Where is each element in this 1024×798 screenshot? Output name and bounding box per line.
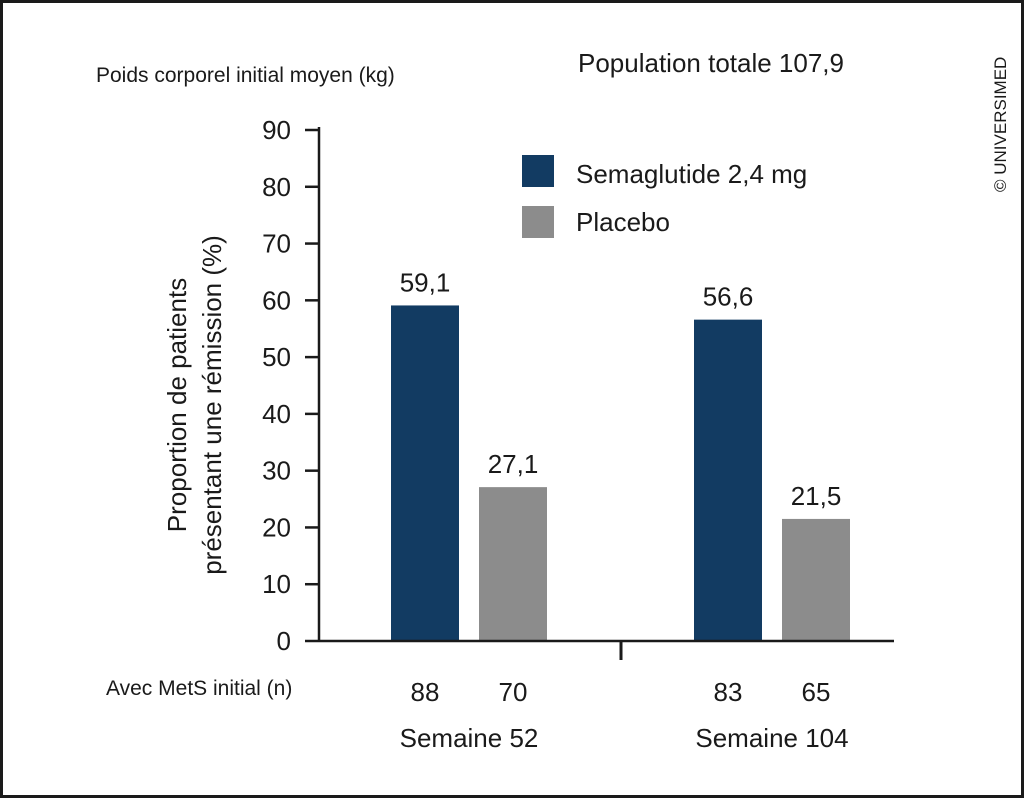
y-tick-label: 50	[262, 342, 291, 372]
y-tick-label: 20	[262, 512, 291, 542]
y-tick-label: 60	[262, 285, 291, 315]
y-axis-title-line1: Proportion de patients	[162, 278, 192, 532]
copyright-label: © UNIVERSIMED	[991, 57, 1010, 192]
y-tick-label: 0	[277, 626, 291, 656]
bar-placebo-1	[479, 487, 547, 641]
n-value-label: 70	[499, 677, 528, 707]
y-tick-label: 80	[262, 172, 291, 202]
header-right-label: Population totale 107,9	[578, 48, 844, 78]
bar-semaglutide-2	[694, 319, 762, 641]
y-tick-label: 90	[262, 115, 291, 145]
data-label: 27,1	[488, 449, 539, 479]
legend-swatch-semaglutide	[522, 155, 554, 187]
category-labels: Semaine 52 Semaine 104	[400, 723, 849, 753]
y-tick-label: 10	[262, 569, 291, 599]
y-axis-title: Proportion de patients présentant une ré…	[162, 235, 227, 575]
y-axis-title-line2: présentant une rémission (%)	[197, 235, 227, 575]
x-category-label: Semaine 104	[695, 723, 848, 753]
legend-swatch-placebo	[522, 206, 554, 238]
n-value-label: 65	[802, 677, 831, 707]
y-axis-ticks: 0 10 20 30 40 50 60 70 80 90	[262, 115, 319, 656]
y-tick-label: 40	[262, 399, 291, 429]
y-tick-label: 70	[262, 229, 291, 259]
n-value-label: 83	[714, 677, 743, 707]
x-category-label: Semaine 52	[400, 723, 539, 753]
n-value-label: 88	[411, 677, 440, 707]
n-row-label: Avec MetS initial (n)	[106, 677, 292, 700]
bars: 59,1 27,1 56,6 21,5	[391, 267, 850, 641]
legend: Semaglutide 2,4 mg Placebo	[522, 155, 807, 238]
header-left-label: Poids corporel initial moyen (kg)	[96, 64, 395, 87]
y-tick-label: 30	[262, 456, 291, 486]
n-values: 88 70 83 65	[411, 677, 831, 707]
legend-label-placebo: Placebo	[576, 207, 670, 237]
bar-placebo-2	[782, 518, 850, 641]
bar-semaglutide-1	[391, 305, 459, 641]
data-label: 56,6	[703, 282, 754, 312]
legend-label-semaglutide: Semaglutide 2,4 mg	[576, 159, 807, 189]
data-label: 21,5	[791, 481, 842, 511]
data-label: 59,1	[400, 267, 451, 297]
